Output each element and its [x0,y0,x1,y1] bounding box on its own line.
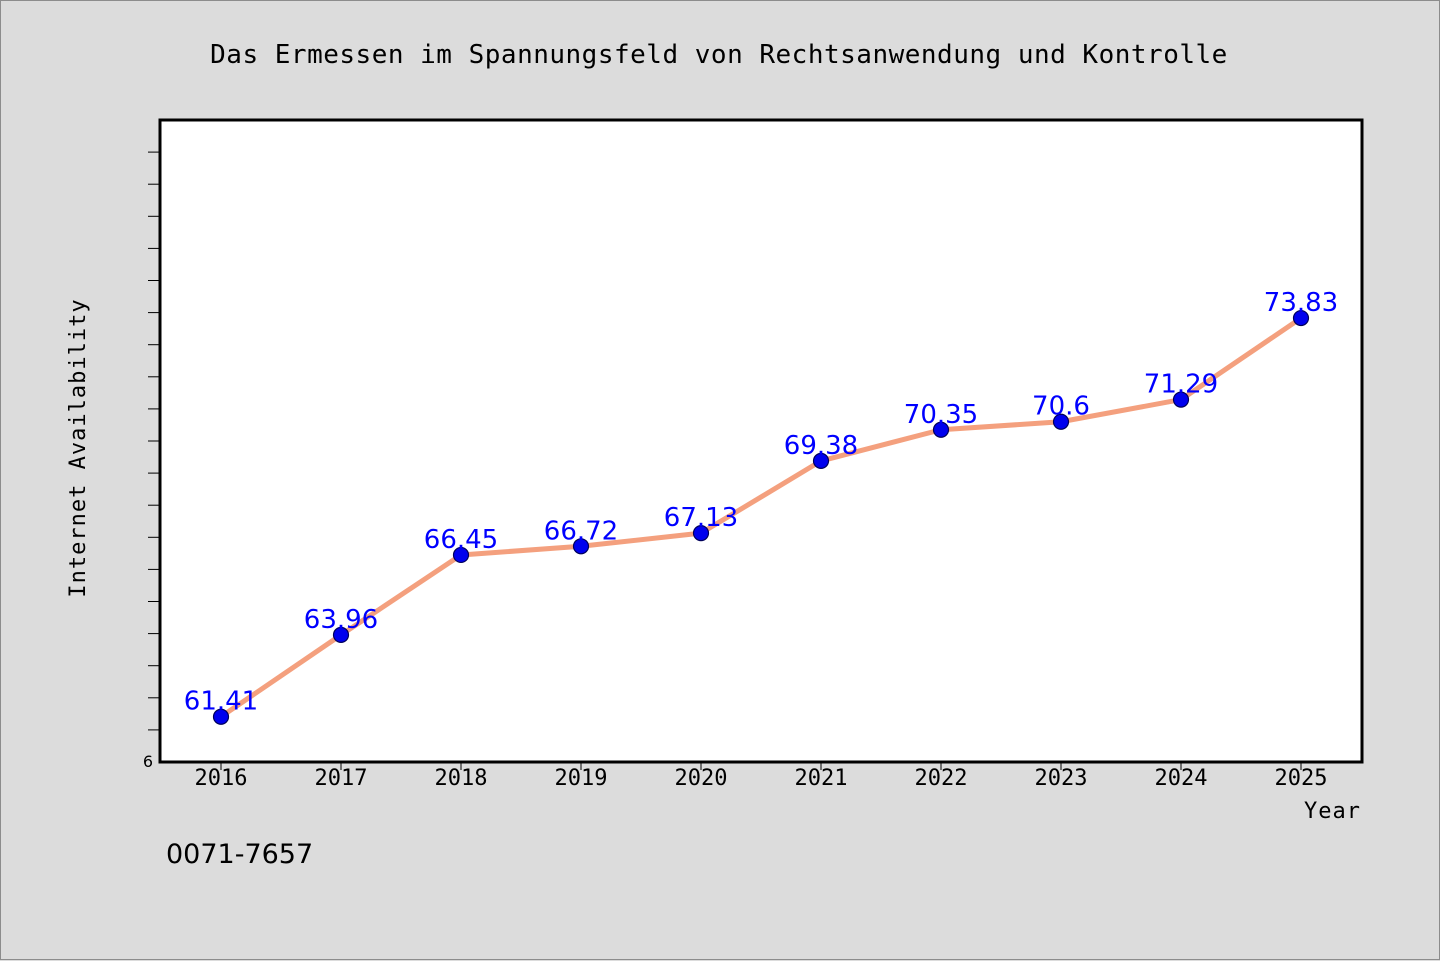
x-tick-label: 2018 [435,766,488,791]
data-point-marker [1292,309,1310,327]
series-line [218,315,1304,720]
x-tick-label: 2024 [1155,766,1208,791]
x-tick-label: 2016 [195,766,248,791]
plot-area [158,118,1364,764]
data-point-marker [1052,413,1070,430]
data-point-marker [572,538,590,555]
data-point-label: 61.41 [184,687,258,717]
y-axis-ticks [148,151,160,731]
data-point-label: 67.13 [664,503,738,533]
data-point-label: 70.35 [904,400,978,430]
data-point-marker [692,525,710,542]
data-point-marker [1172,391,1190,408]
x-tick-label: 2023 [1035,766,1088,791]
x-tick-label: 2020 [675,766,728,791]
data-point-label: 63.96 [304,605,378,635]
x-tick-label: 2025 [1275,766,1328,791]
data-point-marker [452,546,470,564]
data-point-label: 66.72 [544,516,618,546]
data-point-label: 66.45 [424,525,498,555]
x-tick-label: 2021 [795,766,848,791]
footnote-code: 0071-7657 [166,839,313,870]
data-point-marker [932,421,950,438]
y-axis-min-tick-label: 6 [143,752,153,771]
y-axis-label: Internet Availability [66,298,91,597]
data-point-marker [332,626,350,643]
series-line-group [218,315,1304,720]
data-point-label: 73.83 [1264,288,1338,318]
data-markers [212,309,1310,725]
data-point-marker [812,452,830,470]
chart-title: Das Ermessen im Spannungsfeld von Rechts… [210,40,1228,70]
x-tick-label: 2017 [315,766,368,791]
x-tick-label: 2022 [915,766,968,791]
data-point-marker [212,708,230,725]
data-point-label: 71.29 [1144,370,1218,400]
x-axis-label: Year [1304,799,1361,824]
x-axis-ticks [220,762,1302,770]
x-axis-tick-labels: 2016 2017 2018 2019 2020 2021 2022 2023 2024 2025 [195,766,1328,791]
x-tick-label: 2019 [555,766,608,791]
data-point-label: 70.6 [1032,392,1090,422]
data-labels: 61.41 63.96 66.45 66.72 67.13 69.38 70.35 70.6 7… [184,288,1338,717]
data-point-label: 69.38 [784,431,858,461]
